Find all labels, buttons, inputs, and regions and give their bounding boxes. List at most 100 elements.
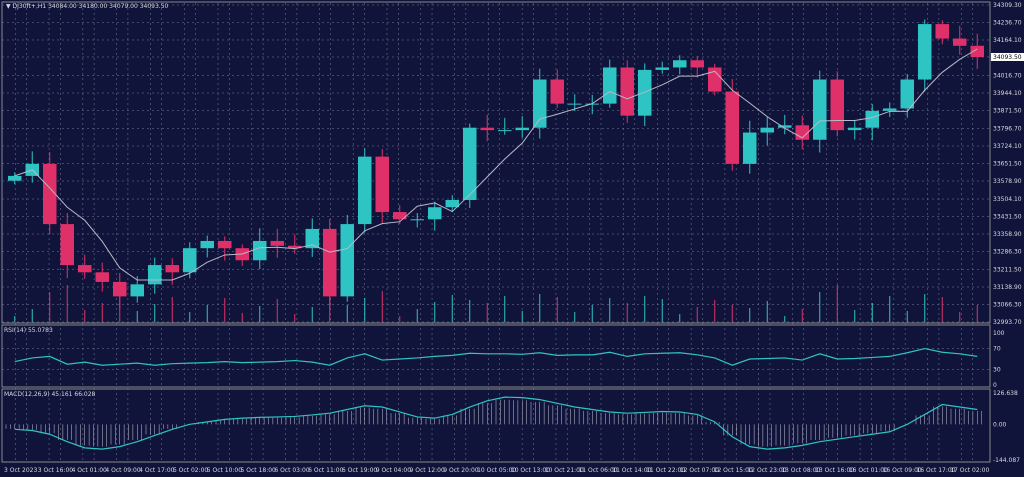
macd-signal-line <box>14 396 978 450</box>
rsi-label: RSI(14) 55.0783 <box>4 327 53 334</box>
rsi-tick-label: 100 <box>993 330 1005 337</box>
x-tick-label: 10 Oct 13:00 <box>511 467 550 474</box>
macd-tick-label: -144.087 <box>993 457 1020 464</box>
candle-body <box>43 163 57 225</box>
candle-body <box>375 156 389 213</box>
x-tick-label: 6 Oct 03:00 <box>274 467 309 474</box>
candle-body <box>935 24 949 39</box>
y-tick-label: 33358.90 <box>993 231 1022 238</box>
symbol-label: DJ30ft+,H1 <box>12 3 47 10</box>
y-tick-label: 33724.10 <box>993 143 1022 150</box>
candle-body <box>463 127 477 201</box>
candle-body <box>603 67 617 104</box>
last-price-box <box>991 52 1024 61</box>
macd-tick-label: 126.638 <box>993 390 1018 397</box>
candle-body <box>270 240 284 246</box>
candle-body <box>848 127 862 131</box>
y-tick-label: 33578.90 <box>993 178 1022 185</box>
candle-body <box>865 110 879 128</box>
x-tick-label: 9 Oct 04:00 <box>376 467 411 474</box>
candle-body <box>760 127 774 133</box>
candle-body <box>95 272 109 282</box>
macd-tick-label: 0.00 <box>993 421 1007 428</box>
candle-body <box>568 103 582 105</box>
x-tick-label: 12 Oct 15:00 <box>714 467 753 474</box>
y-tick-label: 34236.70 <box>993 19 1022 26</box>
candle-body <box>218 240 232 249</box>
main-panel-frame <box>1 1 991 324</box>
x-tick-label: 13 Oct 16:00 <box>815 467 854 474</box>
x-tick-label: 10 Oct 05:00 <box>477 467 516 474</box>
y-tick-label: 33211.50 <box>993 267 1022 274</box>
x-tick-label: 13 Oct 08:00 <box>781 467 820 474</box>
x-tick-label: 5 Oct 02:00 <box>173 467 208 474</box>
candle-body <box>340 224 354 297</box>
candle-body <box>78 265 92 273</box>
y-tick-label: 33944.10 <box>993 90 1022 97</box>
last-price-label: 34093.50 <box>993 54 1022 61</box>
candle-body <box>813 79 827 140</box>
y-tick-label: 33504.10 <box>993 196 1022 203</box>
x-tick-label: 16 Oct 17:00 <box>916 467 955 474</box>
y-tick-label: 33871.50 <box>993 107 1022 114</box>
candle-body <box>655 67 669 70</box>
y-tick-label: 33066.30 <box>993 302 1022 309</box>
x-tick-label: 11 Oct 22:00 <box>646 467 685 474</box>
x-tick-label: 5 Oct 18:00 <box>241 467 276 474</box>
y-tick-label: 34016.70 <box>993 73 1022 80</box>
rsi-tick-label: 30 <box>993 366 1001 373</box>
x-tick-label: 10 Oct 21:00 <box>545 467 584 474</box>
moving-average-line <box>14 48 978 281</box>
x-tick-label: 3 Oct 16:00 <box>38 467 73 474</box>
x-tick-label: 12 Oct 23:00 <box>747 467 786 474</box>
candle-body <box>883 108 897 111</box>
candle-body <box>918 24 932 80</box>
candle-body <box>60 224 74 266</box>
candle-body <box>708 67 722 92</box>
candle-body <box>550 79 564 104</box>
x-tick-label: 16 Oct 01:00 <box>849 467 888 474</box>
candle-body <box>358 156 372 225</box>
candle-body <box>428 207 442 220</box>
candle-body <box>673 60 687 68</box>
symbol-header: ▼ DJ30ft+,H1 34084.00 34180.00 34079.00 … <box>6 3 168 10</box>
ohlc-values: 34084.00 34180.00 34079.00 34093.50 <box>48 3 169 10</box>
x-tick-label: 9 Oct 20:00 <box>443 467 478 474</box>
x-tick-label: 6 Oct 11:00 <box>308 467 343 474</box>
candle-body <box>690 60 704 68</box>
candle-body <box>900 79 914 109</box>
candle-body <box>953 38 967 46</box>
x-tick-label: 3 Oct 2023 <box>4 467 37 474</box>
candle-body <box>393 212 407 220</box>
candle-body <box>638 69 652 116</box>
candle-body <box>130 284 144 297</box>
y-tick-label: 33651.50 <box>993 161 1022 168</box>
x-tick-label: 4 Oct 01:00 <box>72 467 107 474</box>
candle-body <box>148 265 162 285</box>
candle-body <box>410 219 424 221</box>
x-tick-label: 5 Oct 10:00 <box>207 467 242 474</box>
x-tick-label: 16 Oct 09:00 <box>883 467 922 474</box>
candle-body <box>830 79 844 131</box>
x-tick-label: 4 Oct 17:00 <box>139 467 174 474</box>
y-tick-label: 33431.50 <box>993 214 1022 221</box>
y-tick-label: 34309.30 <box>993 2 1022 9</box>
candle-body <box>183 248 197 273</box>
candle-body <box>288 245 302 249</box>
candle-body <box>620 67 634 116</box>
dropdown-icon[interactable]: ▼ <box>6 3 13 10</box>
candle-body <box>445 200 459 208</box>
candle-body <box>323 228 337 297</box>
x-tick-label: 11 Oct 06:00 <box>578 467 617 474</box>
macd-panel-frame <box>1 388 991 463</box>
x-tick-label: 4 Oct 09:00 <box>105 467 140 474</box>
macd-label: MACD(12,26,9) 45.161 66.028 <box>4 391 96 398</box>
y-tick-label: 32993.70 <box>993 319 1022 326</box>
y-tick-label: 34164.10 <box>993 37 1022 44</box>
candle-body <box>480 127 494 131</box>
candle-body <box>498 130 512 132</box>
candle-body <box>533 79 547 128</box>
candle-body <box>743 132 757 164</box>
y-tick-label: 33796.70 <box>993 126 1022 133</box>
